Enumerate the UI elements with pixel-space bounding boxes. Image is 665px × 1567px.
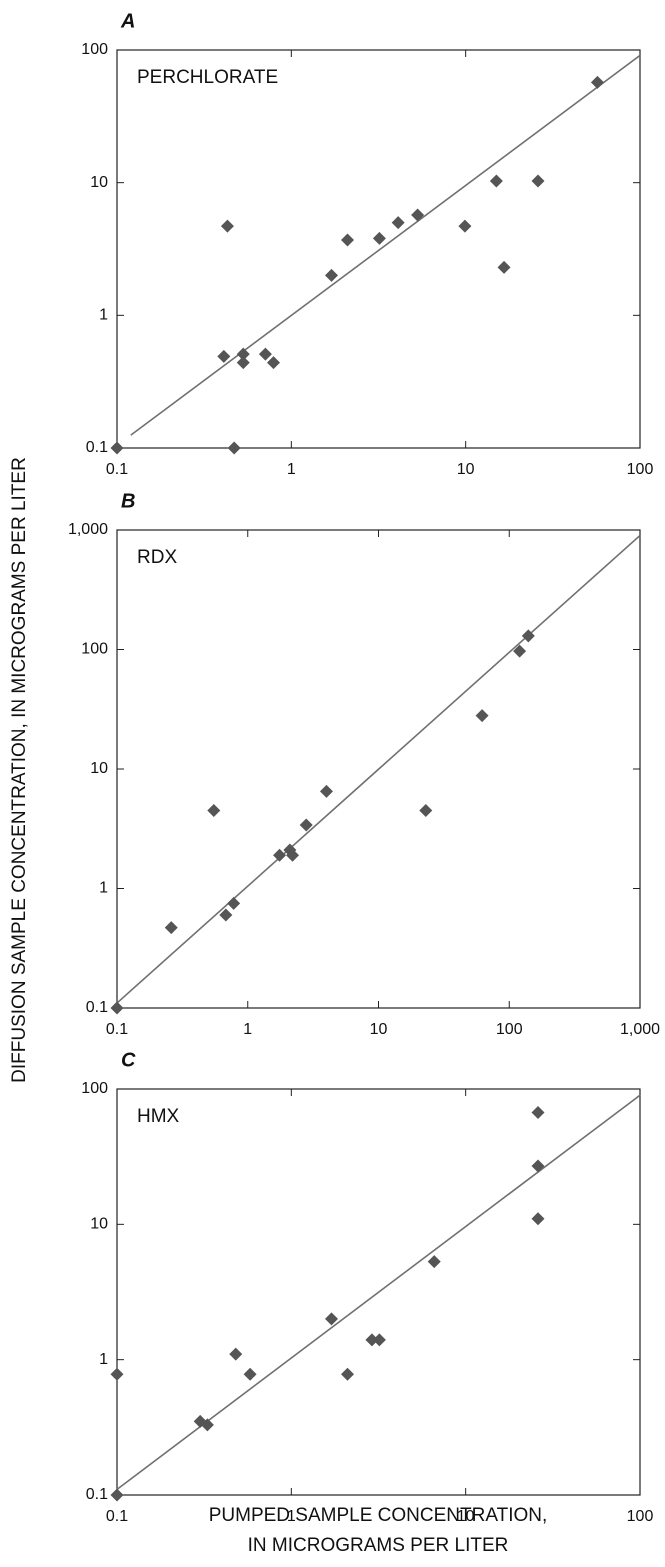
x-tick-label: 0.1 bbox=[106, 1508, 128, 1525]
data-point bbox=[521, 629, 535, 643]
x-tick-label: 10 bbox=[457, 1508, 475, 1525]
y-tick-label: 1 bbox=[99, 880, 108, 897]
y-tick-label: 10 bbox=[90, 760, 108, 777]
y-tick-label: 100 bbox=[81, 1080, 108, 1097]
x-axis-label: IN MICROGRAMS PER LITER bbox=[248, 1535, 509, 1556]
data-point bbox=[365, 1333, 379, 1347]
data-point bbox=[497, 260, 511, 274]
panel-label: C bbox=[121, 1049, 136, 1071]
x-tick-label: 1,000 bbox=[620, 1021, 660, 1038]
y-tick-label: 10 bbox=[90, 174, 108, 191]
y-tick-label: 0.1 bbox=[86, 439, 108, 456]
data-point bbox=[299, 818, 313, 832]
data-point bbox=[286, 848, 300, 862]
y-tick-label: 100 bbox=[81, 641, 108, 658]
data-point bbox=[219, 908, 233, 922]
reference-line bbox=[130, 54, 641, 436]
y-tick-label: 1 bbox=[99, 307, 108, 324]
data-point bbox=[164, 921, 178, 935]
data-point bbox=[419, 803, 433, 817]
x-axis-label: PUMPED SAMPLE CONCENTRATION, bbox=[209, 1505, 548, 1526]
y-tick-label: 100 bbox=[81, 41, 108, 58]
panel-annotation: RDX bbox=[137, 547, 177, 568]
data-point bbox=[391, 216, 405, 230]
data-point bbox=[243, 1367, 257, 1381]
data-point bbox=[489, 174, 503, 188]
data-point bbox=[531, 1106, 545, 1120]
panel-annotation: HMX bbox=[137, 1106, 180, 1127]
data-point bbox=[341, 233, 355, 247]
y-tick-label: 1,000 bbox=[68, 521, 108, 538]
data-point bbox=[341, 1367, 355, 1381]
data-point bbox=[236, 356, 250, 370]
x-tick-label: 1 bbox=[243, 1021, 252, 1038]
data-point bbox=[217, 349, 231, 363]
panel-label: A bbox=[120, 10, 135, 32]
panel-annotation: PERCHLORATE bbox=[137, 67, 278, 88]
y-tick-label: 10 bbox=[90, 1216, 108, 1233]
data-point bbox=[372, 231, 386, 245]
data-point bbox=[427, 1255, 441, 1269]
data-point bbox=[372, 1333, 386, 1347]
data-point bbox=[458, 219, 472, 233]
data-point bbox=[319, 784, 333, 798]
data-point bbox=[531, 174, 545, 188]
data-point bbox=[220, 219, 234, 233]
x-tick-label: 100 bbox=[627, 461, 654, 478]
x-tick-label: 100 bbox=[496, 1021, 523, 1038]
y-tick-label: 0.1 bbox=[86, 1486, 108, 1503]
data-point bbox=[325, 1312, 339, 1326]
data-point bbox=[590, 75, 604, 89]
data-point bbox=[200, 1418, 214, 1432]
data-point bbox=[227, 441, 241, 455]
data-point bbox=[475, 709, 489, 723]
x-tick-label: 0.1 bbox=[106, 461, 128, 478]
data-point bbox=[110, 1488, 124, 1502]
reference-line bbox=[116, 1094, 641, 1491]
data-point bbox=[513, 644, 527, 658]
data-point bbox=[531, 1212, 545, 1226]
x-tick-label: 100 bbox=[627, 1508, 654, 1525]
y-axis-label: DIFFUSION SAMPLE CONCENTRATION, IN MICRO… bbox=[9, 457, 30, 1083]
x-tick-label: 10 bbox=[457, 461, 475, 478]
plot-frame bbox=[116, 49, 641, 449]
data-point bbox=[110, 1001, 124, 1015]
data-point bbox=[273, 848, 287, 862]
data-point bbox=[411, 208, 425, 222]
plot-frame bbox=[116, 1088, 641, 1496]
data-point bbox=[266, 356, 280, 370]
reference-line bbox=[116, 534, 641, 1004]
data-point bbox=[229, 1347, 243, 1361]
data-point bbox=[207, 803, 221, 817]
data-point bbox=[236, 347, 250, 361]
panel-label: B bbox=[121, 490, 135, 512]
x-tick-label: 1 bbox=[287, 1508, 296, 1525]
y-tick-label: 0.1 bbox=[86, 999, 108, 1016]
x-tick-label: 10 bbox=[370, 1021, 388, 1038]
x-tick-label: 0.1 bbox=[106, 1021, 128, 1038]
data-point bbox=[325, 268, 339, 282]
data-point bbox=[110, 1367, 124, 1381]
data-point bbox=[258, 347, 272, 361]
data-point bbox=[531, 1159, 545, 1173]
data-point bbox=[110, 441, 124, 455]
y-tick-label: 1 bbox=[99, 1351, 108, 1368]
x-tick-label: 1 bbox=[287, 461, 296, 478]
data-point bbox=[227, 896, 241, 910]
